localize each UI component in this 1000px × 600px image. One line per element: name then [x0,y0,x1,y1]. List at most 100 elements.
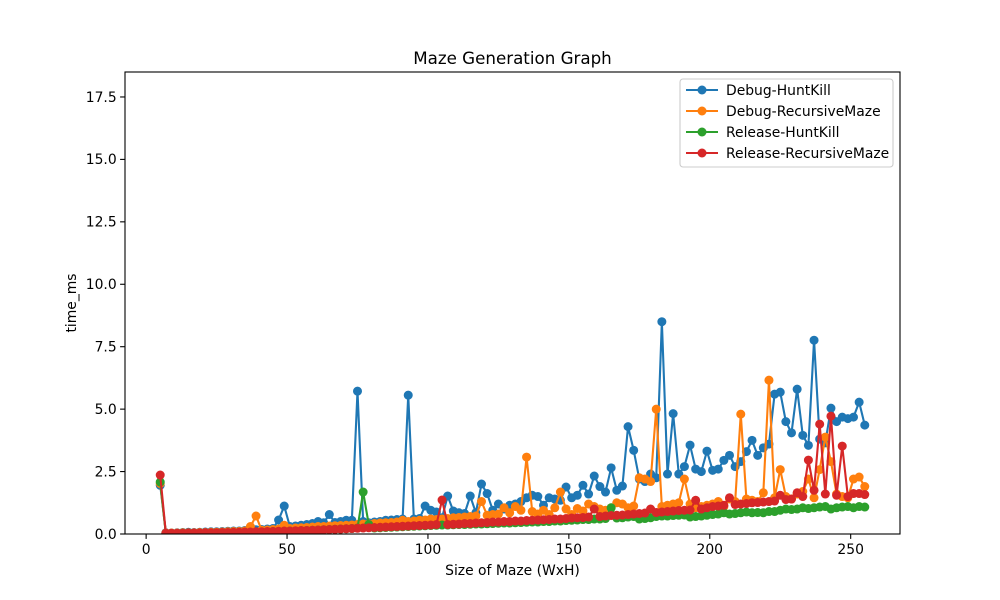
data-point-debug-huntkill [781,417,791,427]
data-point-debug-huntkill [775,387,785,397]
data-point-debug-recursivemaze [629,501,639,511]
data-point-debug-recursivemaze [471,511,481,521]
y-axis: 0.0 2.5 5.0 7.5 10.0 12.5 15.0 17.5 [86,90,125,543]
y-tick-label: 10.0 [86,277,117,293]
data-point-release-recursivemaze [837,441,847,451]
y-tick-label: 0.0 [95,527,117,543]
data-point-debug-huntkill [725,450,734,460]
legend-box [679,78,894,168]
data-point-release-huntkill [860,502,870,512]
data-point-debug-recursivemaze [815,465,825,475]
data-point-release-recursivemaze [815,419,825,429]
data-point-debug-recursivemaze [809,493,819,503]
data-point-release-recursivemaze [803,455,813,465]
data-point-debug-huntkill [279,501,289,511]
data-point-release-huntkill [606,503,616,513]
data-point-debug-recursivemaze [679,474,689,484]
legend-label: Debug-HuntKill [726,83,831,99]
data-point-release-recursivemaze [809,485,819,495]
data-point-release-recursivemaze [719,500,729,510]
data-point-debug-huntkill [353,386,362,396]
data-point-release-recursivemaze [685,505,695,515]
data-point-debug-huntkill [668,409,678,419]
y-axis-label: time_ms [64,273,80,332]
data-point-debug-huntkill [792,384,802,394]
data-point-debug-huntkill [629,445,639,455]
data-point-debug-huntkill [860,420,870,430]
legend-marker [697,148,707,158]
x-tick-label: 200 [697,542,724,558]
x-tick-label: 100 [415,542,442,558]
data-point-release-recursivemaze [584,512,594,522]
data-point-debug-recursivemaze [651,404,661,414]
data-point-debug-recursivemaze [758,488,768,498]
legend-marker [697,85,707,95]
data-point-debug-huntkill [803,440,813,450]
data-point-debug-huntkill [854,397,864,407]
data-point-debug-recursivemaze [578,506,588,516]
legend-label: Release-HuntKill [726,125,839,141]
data-point-debug-recursivemaze [820,432,830,442]
data-point-release-recursivemaze [832,490,842,500]
data-point-debug-huntkill [826,403,836,413]
chart-title: Maze Generation Graph [413,48,612,68]
data-point-debug-recursivemaze [505,508,515,518]
data-point-release-recursivemaze [155,470,165,480]
data-point-debug-huntkill [601,487,610,497]
data-point-debug-recursivemaze [477,497,486,507]
legend-label: Debug-RecursiveMaze [726,104,881,120]
data-point-release-recursivemaze [431,520,441,530]
data-point-debug-recursivemaze [646,477,656,487]
data-point-debug-huntkill [787,428,796,438]
y-tick-label: 7.5 [95,340,117,356]
x-tick-label: 0 [142,542,151,558]
data-point-debug-huntkill [849,412,858,422]
series-layer [155,317,870,534]
y-tick-label: 5.0 [95,402,117,418]
legend-item-release-recursivemaze: Release-RecursiveMaze [686,146,889,162]
data-point-release-recursivemaze [820,489,830,499]
x-tick-label: 50 [278,542,296,558]
legend-item-debug-recursivemaze: Debug-RecursiveMaze [686,104,881,120]
data-point-debug-recursivemaze [550,503,560,513]
data-point-debug-huntkill [465,491,475,501]
data-point-debug-huntkill [578,480,588,490]
data-point-debug-recursivemaze [561,504,571,514]
data-point-debug-recursivemaze [522,452,532,462]
data-point-debug-huntkill [584,489,594,499]
data-point-debug-recursivemaze [764,375,774,385]
legend-marker [697,106,707,116]
x-tick-label: 250 [837,542,864,558]
data-point-debug-huntkill [702,446,712,456]
data-point-release-recursivemaze [826,411,836,421]
data-point-release-huntkill [358,487,368,497]
data-point-debug-huntkill [572,490,582,500]
data-point-release-recursivemaze [725,493,734,503]
x-axis-label: Size of Maze (WxH) [445,563,580,579]
data-point-debug-huntkill [663,469,672,479]
data-point-release-recursivemaze [589,504,599,514]
y-tick-label: 2.5 [95,464,117,480]
data-point-debug-recursivemaze [736,409,746,419]
x-tick-label: 150 [556,542,583,558]
data-point-debug-huntkill [324,510,334,520]
data-point-debug-huntkill [798,430,808,440]
data-point-debug-recursivemaze [854,472,864,482]
legend-label: Release-RecursiveMaze [726,146,889,162]
data-point-debug-huntkill [696,467,706,477]
axes-frame [124,71,901,535]
data-point-debug-huntkill [589,471,599,481]
data-point-debug-recursivemaze [251,511,261,521]
data-point-debug-huntkill [713,464,723,474]
data-point-debug-recursivemaze [493,509,503,519]
data-point-debug-huntkill [482,489,492,499]
y-tick-label: 15.0 [86,152,117,168]
data-point-release-recursivemaze [770,496,780,506]
data-point-debug-recursivemaze [674,498,684,508]
data-point-debug-huntkill [617,481,627,491]
legend-marker [697,127,707,137]
series-release-recursivemaze [155,411,870,534]
data-point-release-recursivemaze [691,495,701,505]
data-point-debug-recursivemaze [860,482,870,492]
data-point-debug-huntkill [403,390,413,400]
